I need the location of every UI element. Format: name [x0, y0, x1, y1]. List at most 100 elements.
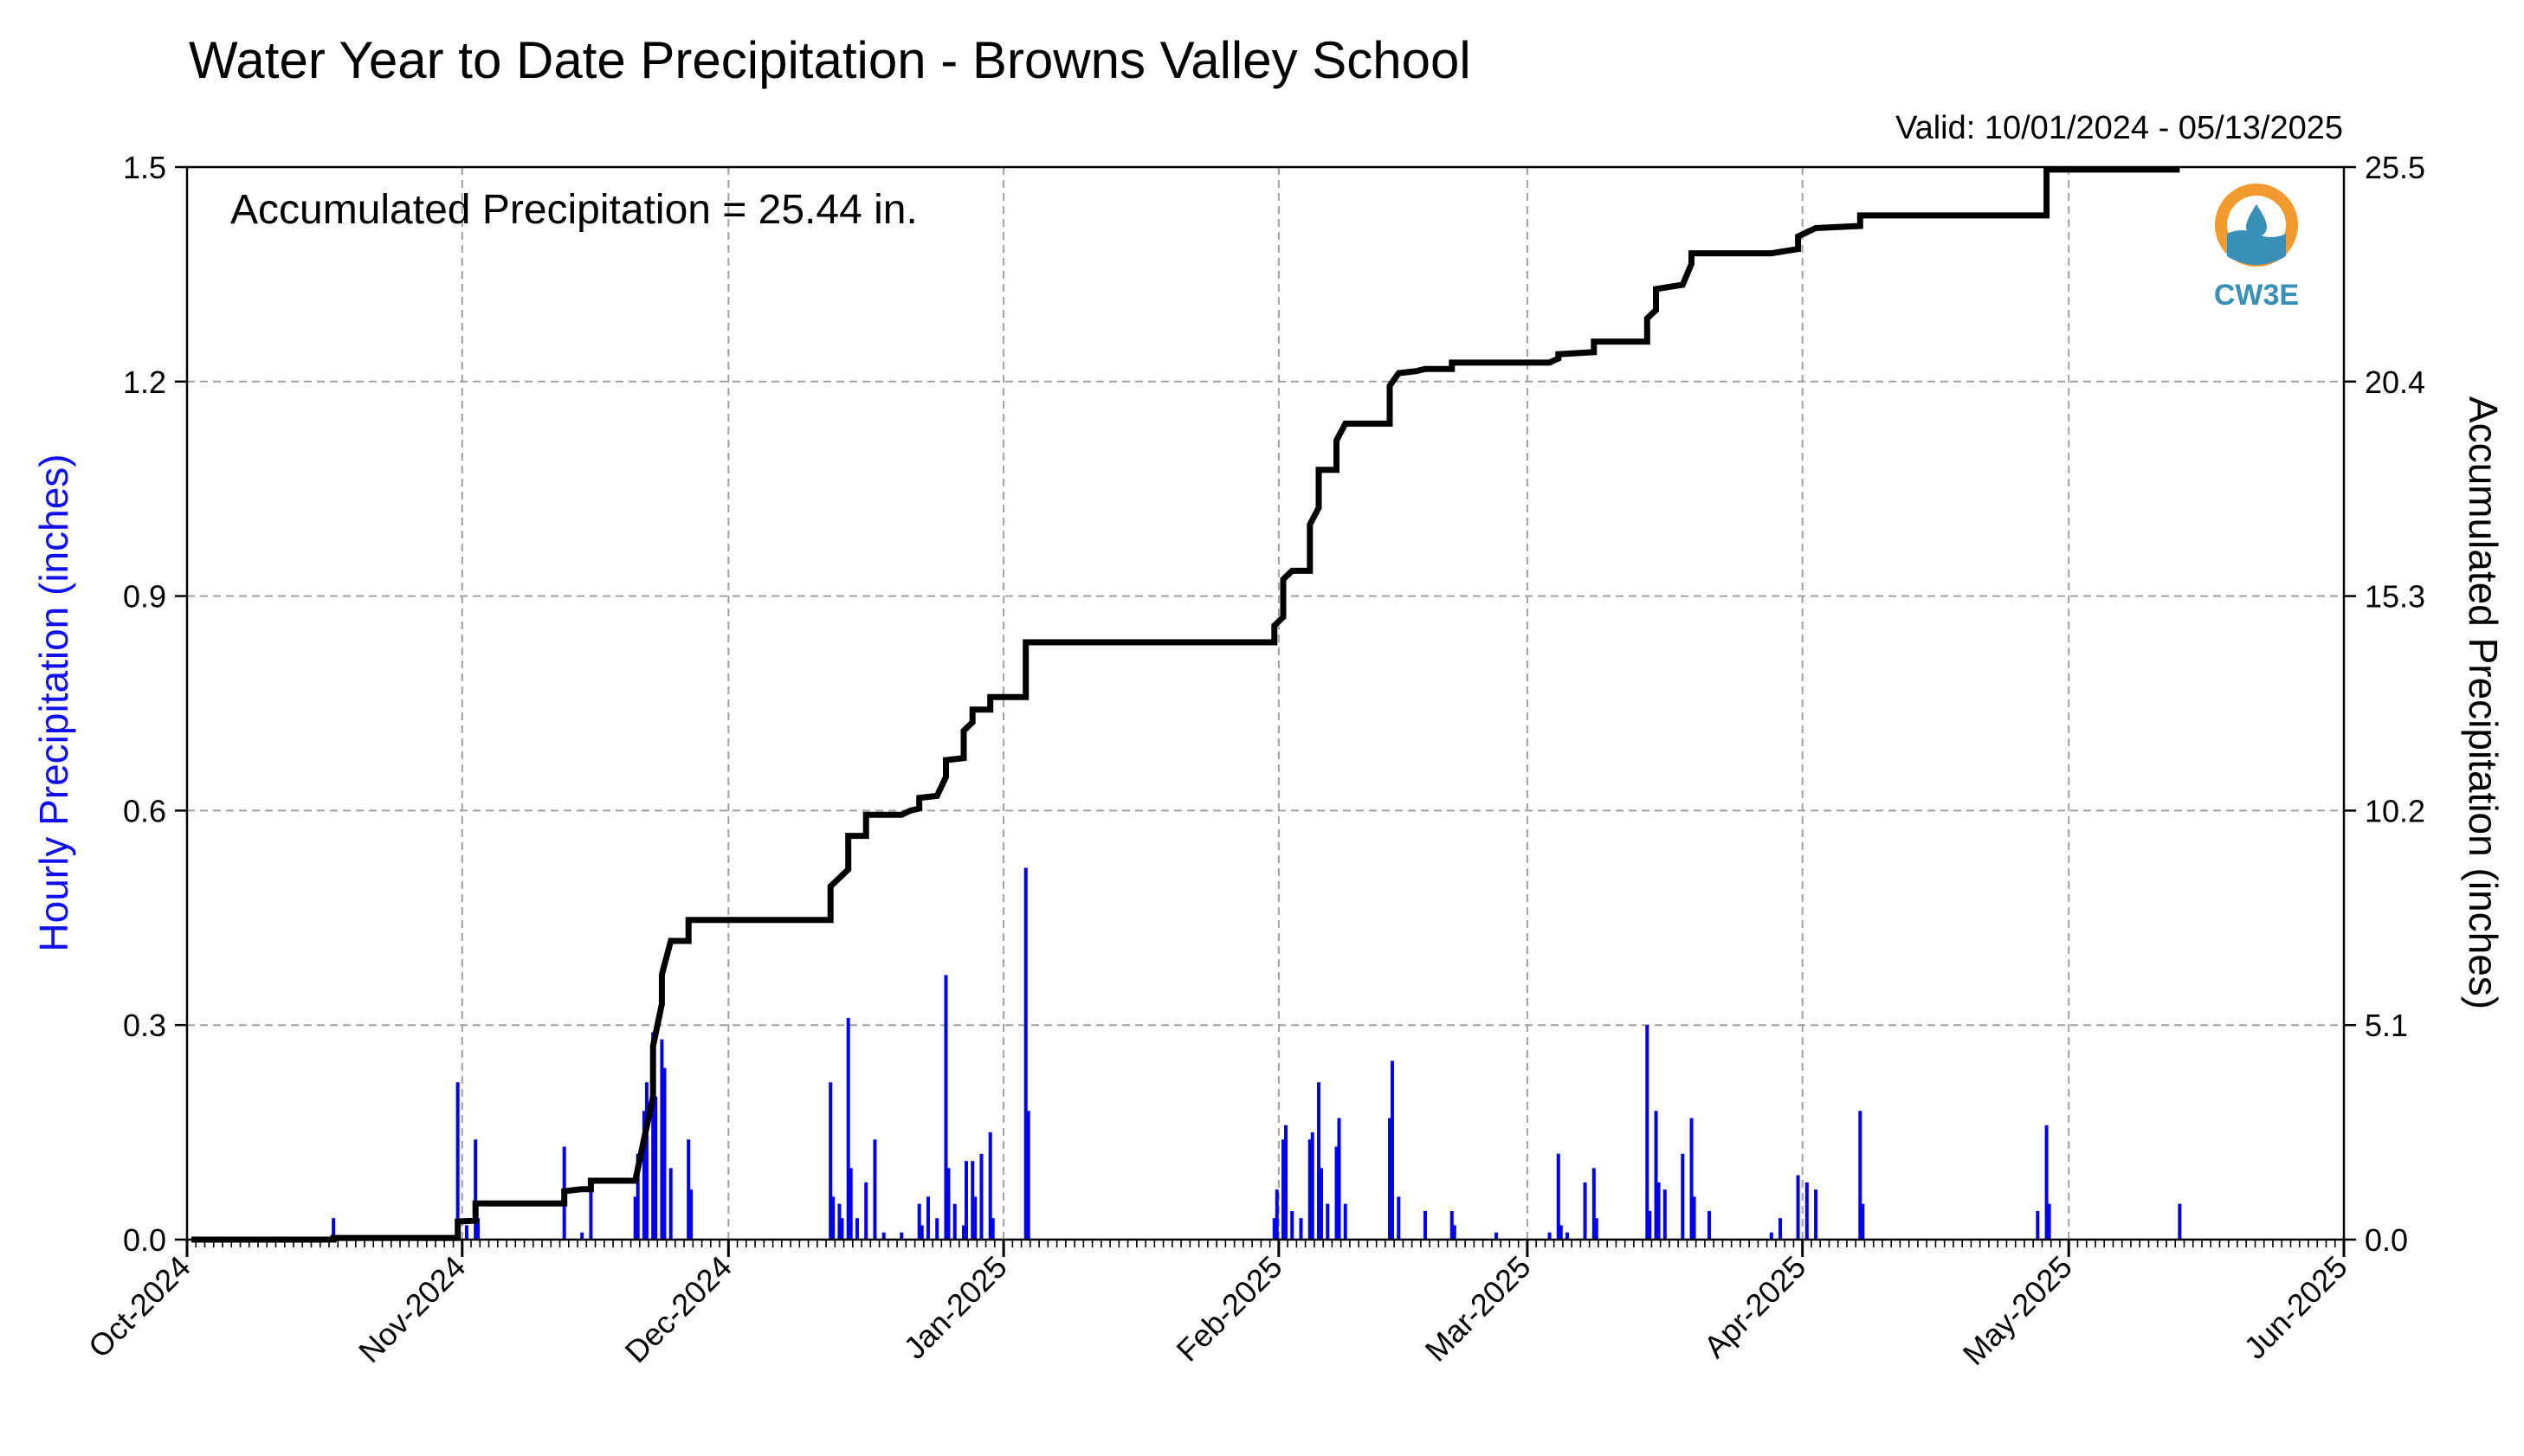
hourly-bar [1654, 1111, 1658, 1240]
hourly-bar [855, 1218, 859, 1240]
hourly-bar [642, 1111, 646, 1240]
hourly-bar [668, 1168, 673, 1240]
hourly-bar [831, 1196, 836, 1240]
logo-wave [2227, 230, 2286, 265]
hourly-bar [1861, 1203, 1865, 1240]
hourly-bar [1494, 1232, 1499, 1240]
hourly-bar [2178, 1203, 2182, 1240]
y-left-tick-label: 1.2 [123, 364, 166, 400]
hourly-bar [1662, 1189, 1667, 1240]
hourly-bar [900, 1232, 904, 1240]
hourly-bar [917, 1203, 921, 1240]
accumulated-precipitation-line [191, 166, 2180, 1243]
hourly-bar [1689, 1118, 1694, 1240]
y-left-tick-label: 1.5 [123, 150, 166, 185]
hourly-bar [1565, 1232, 1570, 1240]
y-right-tick-label: 5.1 [2365, 1008, 2408, 1043]
hourly-bar [988, 1132, 992, 1240]
accumulated-total-annotation: Accumulated Precipitation = 25.44 in. [230, 187, 918, 233]
hourly-bar [1343, 1203, 1347, 1240]
y-left-tick-label: 0.0 [123, 1222, 166, 1258]
y-axis-left-label: Hourly Precipitation (inches) [31, 454, 76, 951]
hourly-bar [979, 1153, 984, 1240]
plot-frame [185, 165, 2346, 1241]
hourly-bar [1272, 1218, 1276, 1240]
hourly-bar [662, 1067, 667, 1240]
logo-text: CW3E [2214, 279, 2299, 312]
y-left-tick-label: 0.6 [123, 793, 166, 828]
hourly-bar [1814, 1189, 1818, 1240]
y-left-tick-label: 0.3 [123, 1008, 166, 1043]
hourly-bar [1290, 1210, 1294, 1240]
hourly-bar [1452, 1225, 1456, 1240]
hourly-bar [920, 1225, 924, 1240]
hourly-bar [991, 1218, 995, 1240]
hourly-bar [1397, 1196, 1401, 1240]
hourly-bar [1310, 1132, 1314, 1240]
hourly-bar [1681, 1153, 1685, 1240]
hourly-bar [1556, 1153, 1560, 1240]
hourly-bar [1769, 1232, 1773, 1240]
hourly-bar [1388, 1118, 1392, 1240]
hourly-bar [840, 1218, 844, 1240]
hourly-bar [964, 1161, 968, 1240]
hourly-bar [935, 1218, 939, 1240]
y-right-tick-label: 20.4 [2365, 364, 2425, 400]
hourly-bar [2047, 1203, 2051, 1240]
cw3e-logo: CW3E [2214, 184, 2299, 312]
hourly-bar [654, 1096, 658, 1240]
hourly-bar [589, 1189, 593, 1240]
hourly-bar [1591, 1168, 1596, 1240]
hourly-bar [636, 1153, 640, 1240]
hourly-bar [1692, 1196, 1696, 1240]
hourly-bar [1559, 1225, 1563, 1240]
hourly-bar [973, 1196, 978, 1240]
hourly-bar [971, 1161, 975, 1240]
hourly-bar [689, 1189, 694, 1240]
droplet-icon [2246, 204, 2267, 237]
hourly-bar [864, 1182, 868, 1240]
hourly-bar [1337, 1118, 1341, 1240]
hourly-bar [946, 1168, 951, 1240]
y-left-tick-label: 0.9 [123, 579, 166, 615]
hourly-bar [1796, 1175, 1800, 1240]
valid-date-range: Valid: 10/01/2024 - 05/13/2025 [1895, 110, 2343, 146]
hourly-bar [1275, 1189, 1279, 1240]
hourly-bar [332, 1218, 336, 1240]
hourly-bar [1858, 1111, 1862, 1240]
hourly-bar [1284, 1124, 1288, 1240]
hourly-bar [476, 1218, 481, 1240]
hourly-bar [1317, 1082, 1321, 1240]
y-right-tick-label: 10.2 [2365, 793, 2425, 828]
hourly-bar [1583, 1182, 1587, 1240]
hourly-bar [1778, 1218, 1783, 1240]
hourly-bar [660, 1039, 664, 1240]
hourly-bar [580, 1232, 584, 1240]
hourly-bar [1594, 1218, 1598, 1240]
hourly-precipitation-bars [332, 867, 2182, 1240]
hourly-bar [1391, 1060, 1395, 1240]
hourly-bar [2036, 1210, 2040, 1240]
hourly-bar [1281, 1139, 1286, 1240]
hourly-bar [849, 1168, 853, 1240]
hourly-bar [926, 1196, 930, 1240]
hourly-bar [687, 1139, 691, 1240]
hourly-bar [1334, 1146, 1339, 1240]
y-axis-right-label: Accumulated Precipitation (inches) [2461, 396, 2506, 1009]
hourly-bar [2044, 1124, 2049, 1240]
hourly-bar [1804, 1182, 1809, 1240]
y-right-tick-label: 15.3 [2365, 579, 2425, 615]
hourly-bar [829, 1082, 833, 1240]
hourly-bar [944, 975, 948, 1240]
hourly-bar [1656, 1182, 1661, 1240]
hourly-bar [881, 1232, 886, 1240]
hourly-bar [873, 1139, 877, 1240]
chart-title: Water Year to Date Precipitation - Brown… [189, 31, 1471, 89]
hourly-bar [846, 1017, 850, 1240]
hourly-bar [837, 1203, 842, 1240]
hourly-bar [1645, 1025, 1649, 1240]
hourly-bar [644, 1082, 649, 1240]
hourly-bar [1307, 1139, 1312, 1240]
